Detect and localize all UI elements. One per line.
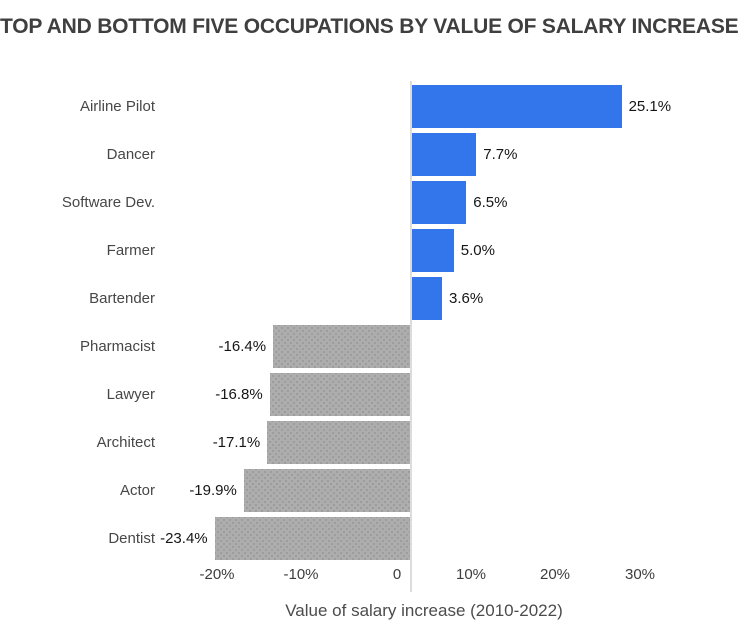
negative-bar bbox=[267, 421, 410, 464]
negative-bar bbox=[269, 373, 410, 416]
x-tick-label: 10% bbox=[455, 566, 487, 583]
positive-bar bbox=[412, 277, 443, 320]
positive-bar bbox=[412, 85, 622, 128]
value-label: -16.8% bbox=[215, 386, 263, 403]
x-axis-title: Value of salary increase (2010-2022) bbox=[285, 601, 563, 620]
positive-bar bbox=[412, 229, 454, 272]
category-label: Architect bbox=[96, 434, 155, 451]
x-tick-label: 0 bbox=[392, 566, 402, 583]
chart-title: TOP AND BOTTOM FIVE OCCUPATIONS BY VALUE… bbox=[0, 15, 738, 38]
negative-bar bbox=[243, 469, 410, 512]
category-label: Farmer bbox=[106, 242, 155, 259]
category-label: Airline Pilot bbox=[79, 98, 155, 115]
value-label: -17.1% bbox=[212, 434, 261, 451]
category-label: Actor bbox=[119, 482, 155, 499]
value-label: 3.6% bbox=[449, 290, 484, 307]
value-label: 7.7% bbox=[483, 146, 518, 163]
positive-bar bbox=[412, 181, 467, 224]
value-label: 6.5% bbox=[473, 194, 508, 211]
x-tick-label: 20% bbox=[539, 566, 571, 583]
value-label: -19.9% bbox=[189, 482, 237, 499]
value-label: -16.4% bbox=[218, 338, 267, 355]
category-label: Dentist bbox=[108, 530, 155, 547]
value-label: 5.0% bbox=[460, 242, 495, 259]
category-label: Lawyer bbox=[106, 386, 155, 403]
value-label: 25.1% bbox=[628, 98, 672, 115]
x-tick-label: -10% bbox=[283, 566, 319, 583]
x-tick-label: 30% bbox=[624, 566, 656, 583]
category-label: Dancer bbox=[106, 146, 155, 163]
category-label: Bartender bbox=[89, 290, 155, 307]
x-tick-label: -20% bbox=[199, 566, 235, 583]
value-label: -23.4% bbox=[160, 530, 208, 547]
positive-bar bbox=[412, 133, 477, 176]
category-label: Pharmacist bbox=[79, 338, 155, 355]
category-label: Software Dev. bbox=[61, 194, 155, 211]
negative-bar bbox=[273, 325, 410, 368]
negative-bar bbox=[214, 517, 410, 560]
zero-axis-line bbox=[410, 81, 412, 592]
